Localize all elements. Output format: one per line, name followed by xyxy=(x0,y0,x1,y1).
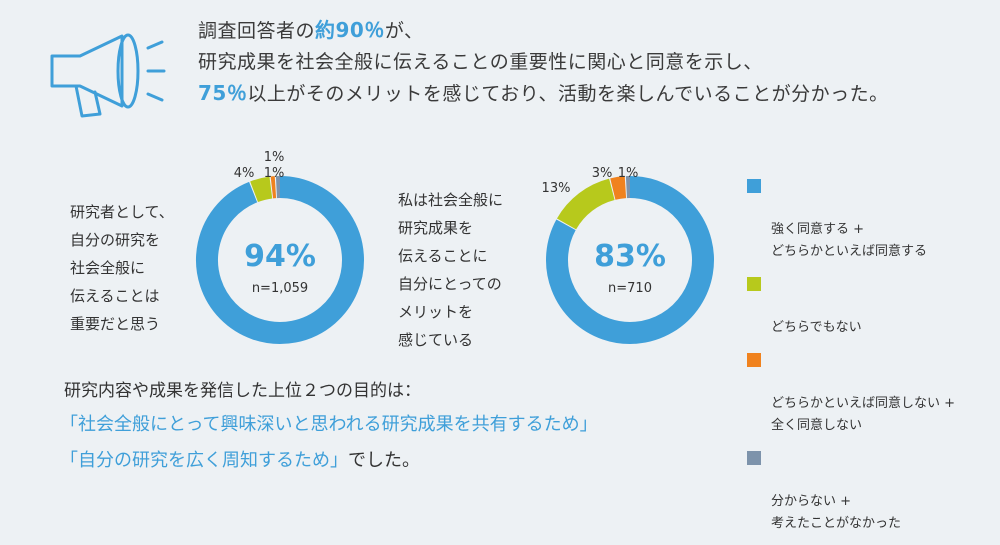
quote-text: 「自分の研究を広く周知するため」 xyxy=(60,450,348,471)
legend-label: 分からない + 考えたことがなかった xyxy=(771,494,901,531)
legend-item-agree: 強く同意する + どちらかといえば同意する xyxy=(747,175,987,263)
headline-highlight-90: 約90％ xyxy=(315,18,385,42)
headline-line-2: 研究成果を社会全般に伝えることの重要性に関心と同意を示し、 xyxy=(198,47,988,78)
donut-segment-1 xyxy=(254,188,271,192)
bottom-quote-2: 「自分の研究を広く周知するため」でした。 xyxy=(60,446,420,472)
legend-item-disagree: どちらかといえば同意しない + 全く同意しない xyxy=(747,349,987,437)
donut-segment-label: 1% xyxy=(618,166,639,181)
quote-suffix: でした。 xyxy=(348,450,420,471)
legend-item-unknown: 分からない + 考えたことがなかった xyxy=(747,447,987,535)
donut-segment-label: 1% xyxy=(264,166,285,181)
legend-label: どちらでもない xyxy=(771,320,862,335)
donut-chart-1: 94% n=1,059 4% 1%1% xyxy=(180,140,380,360)
donut-center-n: n=710 xyxy=(608,281,652,296)
headline-text: 以上がそのメリットを感じており、活動を楽しんでいることが分かった。 xyxy=(247,83,888,105)
donut-segment-label: 3% xyxy=(592,166,613,181)
bottom-quote-1: 「社会全般にとって興味深いと思われる研究成果を共有するため」 xyxy=(60,410,598,436)
legend: 強く同意する + どちらかといえば同意する どちらでもない どちらかといえば同意… xyxy=(747,175,987,545)
donut-chart-2: 83% n=710 13% 3% 1% xyxy=(530,140,730,360)
legend-label: どちらかといえば同意しない + 全く同意しない xyxy=(771,396,955,433)
donut-segment-2 xyxy=(613,187,626,189)
legend-swatch-gray xyxy=(747,451,761,465)
legend-swatch-blue xyxy=(747,179,761,193)
legend-label: 強く同意する + どちらかといえば同意する xyxy=(771,222,927,259)
donut-segment-label: 13% xyxy=(542,181,571,196)
question-2-text: 私は社会全般に 研究成果を 伝えることに 自分にとっての メリットを 感じている xyxy=(398,186,503,354)
question-1-text: 研究者として、 自分の研究を 社会全般に 伝えることは 重要だと思う xyxy=(70,198,174,338)
headline: 調査回答者の約90％が、 研究成果を社会全般に伝えることの重要性に関心と同意を示… xyxy=(198,15,988,110)
headline-line-1: 調査回答者の約90％が、 xyxy=(198,15,988,47)
donut-segment-label: 4% xyxy=(234,166,255,181)
headline-line-3: 75％以上がそのメリットを感じており、活動を楽しんでいることが分かった。 xyxy=(198,78,988,110)
headline-highlight-75: 75％ xyxy=(198,81,247,105)
bottom-intro: 研究内容や成果を発信した上位２つの目的は： xyxy=(64,376,421,401)
legend-swatch-green xyxy=(747,277,761,291)
donut-center-n: n=1,059 xyxy=(252,281,308,296)
headline-text: 調査回答者の xyxy=(198,20,315,42)
legend-swatch-orange xyxy=(747,353,761,367)
donut-center-value: 83% xyxy=(594,239,666,274)
megaphone-icon xyxy=(40,28,180,128)
donut-segment-1 xyxy=(567,189,612,224)
donut-segment-label: 1% xyxy=(264,150,285,165)
donut-center-value: 94% xyxy=(244,239,316,274)
headline-text: が、 xyxy=(385,20,424,42)
legend-item-neutral: どちらでもない xyxy=(747,273,987,339)
